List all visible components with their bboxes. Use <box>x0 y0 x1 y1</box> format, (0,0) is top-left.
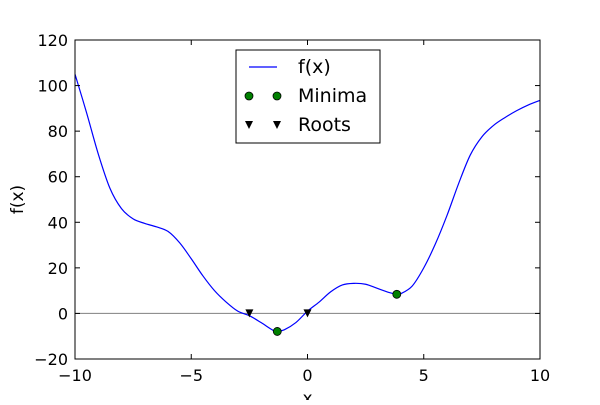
root-point <box>303 309 312 318</box>
x-tick-label: 10 <box>530 366 550 385</box>
legend-label-roots: Roots <box>298 114 351 136</box>
y-tick-label: 120 <box>37 31 68 50</box>
legend-roots-marker <box>245 121 253 129</box>
x-tick-label: −5 <box>179 366 203 385</box>
y-tick-label: 0 <box>58 304 68 323</box>
y-tick-label: 60 <box>48 168 68 187</box>
x-axis-label: x <box>302 389 312 400</box>
minima-point <box>392 289 402 299</box>
tick-layer: −10 −5 0 5 10 −20 0 20 40 60 80 100 120 <box>34 31 550 385</box>
y-tick-label: 20 <box>48 259 68 278</box>
x-tick-label: 5 <box>419 366 429 385</box>
marker-layer <box>245 289 402 336</box>
root-point <box>245 309 254 318</box>
y-axis-label: f(x) <box>8 185 28 214</box>
legend-label-fx: f(x) <box>298 56 331 78</box>
x-tick-label: −10 <box>58 366 92 385</box>
y-tick-label: 100 <box>37 77 68 96</box>
y-tick-label: −20 <box>34 350 68 369</box>
x-tick-label: 0 <box>302 366 312 385</box>
legend-box <box>235 49 381 144</box>
legend: f(x) Minima Roots <box>235 49 381 144</box>
y-tick-label: 80 <box>48 122 68 141</box>
legend-minima-marker <box>272 91 282 101</box>
minima-point <box>272 327 282 336</box>
legend-roots-marker <box>273 121 281 129</box>
legend-minima-marker <box>244 91 254 101</box>
legend-label-minima: Minima <box>298 85 367 107</box>
y-tick-label: 40 <box>48 213 68 232</box>
